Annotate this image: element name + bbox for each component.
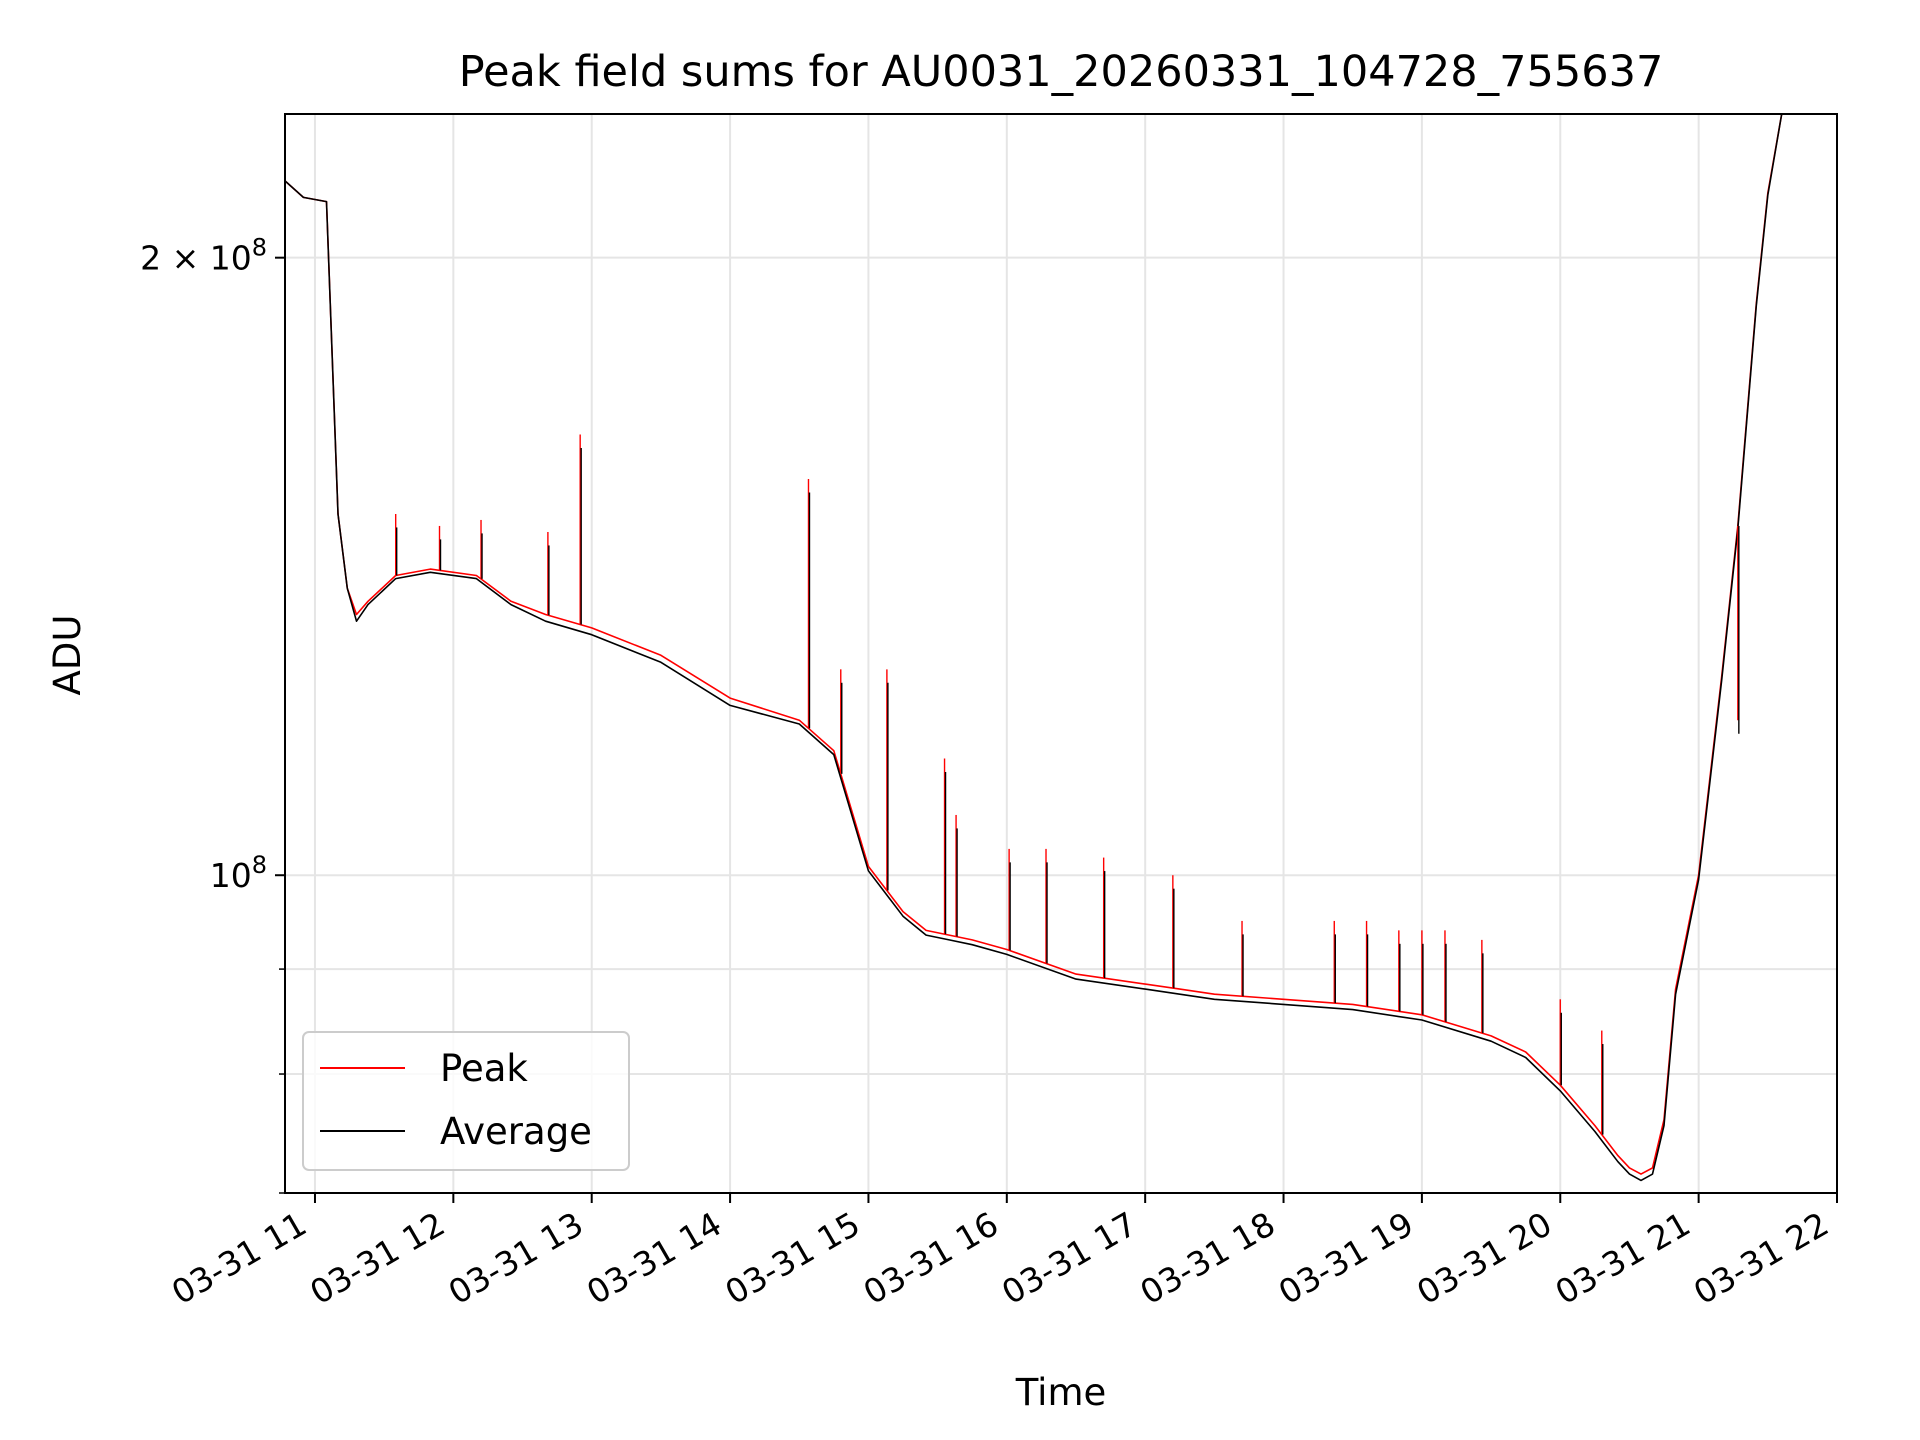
y-axis-label: ADU	[46, 615, 89, 696]
legend-label-peak: Peak	[440, 1047, 528, 1090]
chart-title: Peak field sums for AU0031_20260331_1047…	[459, 47, 1664, 97]
y-tick-label: 2 × 108	[140, 234, 267, 278]
y-tick-label: 108	[210, 851, 267, 895]
series-layer	[284, 113, 1821, 1182]
plot-frame	[284, 113, 1838, 1194]
series-line-peak	[284, 113, 1821, 1175]
legend-box	[302, 1031, 630, 1171]
series-line-average	[284, 113, 1821, 1182]
legend-label-average: Average	[440, 1110, 592, 1153]
legend: Peak Average	[302, 1031, 630, 1171]
x-axis-label: Time	[1015, 1371, 1107, 1414]
